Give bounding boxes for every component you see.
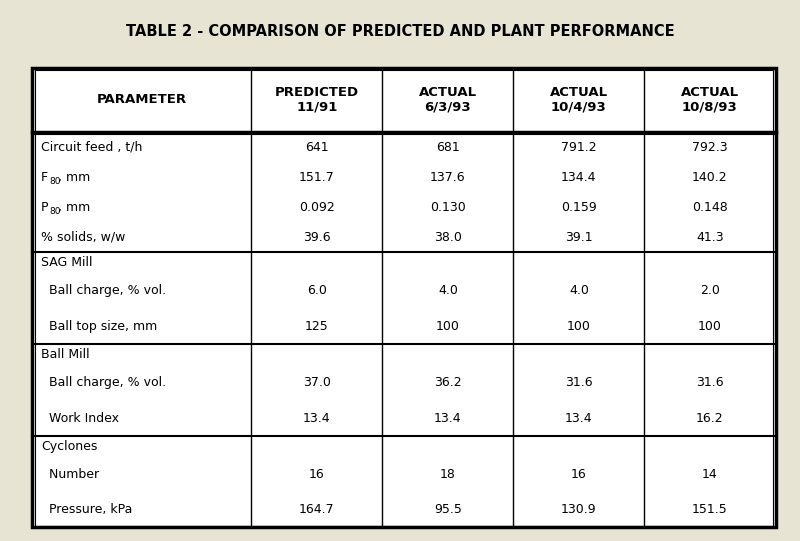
Text: 140.2: 140.2 xyxy=(692,171,727,184)
Text: 38.0: 38.0 xyxy=(434,231,462,244)
Text: 0.130: 0.130 xyxy=(430,201,466,214)
Text: 41.3: 41.3 xyxy=(696,231,723,244)
Text: F: F xyxy=(41,171,48,184)
Text: ACTUAL
10/8/93: ACTUAL 10/8/93 xyxy=(681,86,739,114)
Text: % solids, w/w: % solids, w/w xyxy=(41,231,126,244)
Text: Ball top size, mm: Ball top size, mm xyxy=(41,320,157,333)
Text: 80: 80 xyxy=(49,207,61,216)
Text: 0.148: 0.148 xyxy=(692,201,728,214)
Text: 4.0: 4.0 xyxy=(438,285,458,298)
Text: 16: 16 xyxy=(309,468,325,481)
Text: 151.7: 151.7 xyxy=(299,171,335,184)
Text: 791.2: 791.2 xyxy=(561,141,597,154)
Text: Ball charge, % vol.: Ball charge, % vol. xyxy=(41,285,166,298)
Text: 13.4: 13.4 xyxy=(434,412,462,425)
Text: 134.4: 134.4 xyxy=(561,171,597,184)
Text: , mm: , mm xyxy=(58,171,90,184)
Text: Number: Number xyxy=(41,468,99,481)
Text: , mm: , mm xyxy=(58,201,90,214)
Text: 792.3: 792.3 xyxy=(692,141,727,154)
Text: 4.0: 4.0 xyxy=(569,285,589,298)
Text: PARAMETER: PARAMETER xyxy=(97,94,187,107)
Text: PREDICTED
11/91: PREDICTED 11/91 xyxy=(275,86,359,114)
Text: 18: 18 xyxy=(440,468,456,481)
Text: 0.092: 0.092 xyxy=(299,201,335,214)
Text: 95.5: 95.5 xyxy=(434,503,462,516)
Text: P: P xyxy=(41,201,49,214)
Text: 100: 100 xyxy=(567,320,590,333)
Text: 125: 125 xyxy=(305,320,329,333)
Text: 37.0: 37.0 xyxy=(303,376,331,389)
Text: 80: 80 xyxy=(49,177,61,186)
Text: 641: 641 xyxy=(305,141,329,154)
Text: Work Index: Work Index xyxy=(41,412,119,425)
Text: 31.6: 31.6 xyxy=(565,376,593,389)
Text: Ball charge, % vol.: Ball charge, % vol. xyxy=(41,376,166,389)
Text: Cyclones: Cyclones xyxy=(41,440,98,453)
Text: 31.6: 31.6 xyxy=(696,376,723,389)
Text: 13.4: 13.4 xyxy=(565,412,593,425)
Text: SAG Mill: SAG Mill xyxy=(41,256,93,269)
Text: Ball Mill: Ball Mill xyxy=(41,348,90,361)
Text: 137.6: 137.6 xyxy=(430,171,466,184)
Text: ACTUAL
10/4/93: ACTUAL 10/4/93 xyxy=(550,86,608,114)
Text: 16.2: 16.2 xyxy=(696,412,723,425)
Text: Pressure, kPa: Pressure, kPa xyxy=(41,503,132,516)
Text: 100: 100 xyxy=(698,320,722,333)
Text: 36.2: 36.2 xyxy=(434,376,462,389)
Text: 2.0: 2.0 xyxy=(700,285,720,298)
Text: Circuit feed , t/h: Circuit feed , t/h xyxy=(41,141,142,154)
Text: 39.6: 39.6 xyxy=(303,231,330,244)
Text: TABLE 2 - COMPARISON OF PREDICTED AND PLANT PERFORMANCE: TABLE 2 - COMPARISON OF PREDICTED AND PL… xyxy=(126,24,674,39)
Text: 39.1: 39.1 xyxy=(565,231,593,244)
Text: 0.159: 0.159 xyxy=(561,201,597,214)
Text: 130.9: 130.9 xyxy=(561,503,597,516)
Text: 100: 100 xyxy=(436,320,460,333)
Text: 6.0: 6.0 xyxy=(307,285,327,298)
Text: 681: 681 xyxy=(436,141,460,154)
Text: 13.4: 13.4 xyxy=(303,412,330,425)
Text: 151.5: 151.5 xyxy=(692,503,728,516)
Text: 164.7: 164.7 xyxy=(299,503,334,516)
Text: 14: 14 xyxy=(702,468,718,481)
Text: ACTUAL
6/3/93: ACTUAL 6/3/93 xyxy=(419,86,477,114)
Text: 16: 16 xyxy=(571,468,586,481)
